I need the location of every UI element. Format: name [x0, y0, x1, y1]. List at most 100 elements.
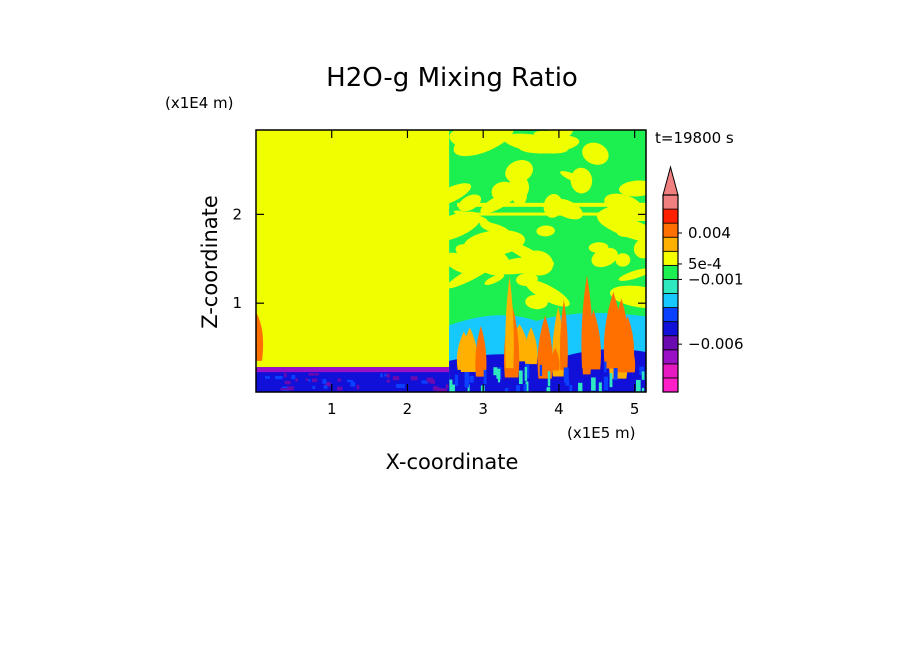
region-upper-left	[256, 130, 450, 392]
field-streak	[515, 272, 538, 286]
field-fleck	[641, 371, 645, 380]
band-purple	[256, 367, 450, 373]
chart-title: H2O-g Mixing Ratio	[326, 63, 578, 93]
field-plume	[582, 350, 591, 375]
colorbar-level	[662, 236, 679, 252]
field-streak	[609, 285, 646, 309]
field-texture	[347, 379, 354, 383]
field-fleck	[598, 382, 602, 392]
field-streak	[524, 279, 570, 307]
field-texture	[312, 373, 319, 376]
field-texture	[445, 384, 449, 389]
x-tick-label: 5	[630, 400, 640, 418]
field-fleck	[525, 363, 530, 379]
field-plume	[559, 299, 568, 370]
field-fleck	[523, 384, 527, 392]
x-tick-label: 2	[403, 400, 413, 418]
field-texture	[280, 388, 287, 391]
field-fleck	[604, 361, 607, 373]
colorbar-level	[662, 335, 679, 351]
field-fleck	[449, 379, 453, 392]
field-texture	[386, 379, 391, 383]
field-plume	[505, 276, 514, 369]
x-tick-label: 3	[478, 400, 488, 418]
field-texture	[286, 386, 294, 391]
field-fleck	[464, 371, 470, 388]
field-fleck	[524, 366, 528, 381]
mixing-ratio-field	[256, 130, 646, 392]
field-fleck	[467, 384, 470, 392]
field-fleck	[563, 367, 569, 383]
colorbar-level	[662, 194, 679, 210]
field-streak	[498, 256, 555, 274]
field-texture	[426, 377, 434, 383]
field-streak	[560, 171, 590, 186]
field-texture	[311, 378, 318, 383]
field-fleck	[641, 387, 645, 392]
field-streak	[618, 180, 646, 197]
field-texture	[308, 378, 311, 382]
field-texture	[384, 373, 387, 377]
band-z2-lower	[457, 212, 646, 216]
field-streak	[484, 274, 505, 285]
field-streak	[633, 238, 646, 259]
field-streak	[597, 213, 646, 243]
x-axis-label: X-coordinate	[386, 450, 519, 474]
field-streak	[453, 246, 498, 274]
y-axis-label: Z-coordinate	[198, 195, 222, 329]
field-streak	[505, 160, 534, 183]
field-plume	[524, 327, 538, 365]
field-fleck	[603, 376, 609, 391]
colorbar-label: 5e-4	[688, 255, 722, 273]
field-plume	[612, 298, 630, 373]
field-texture	[380, 373, 383, 378]
field-plume	[456, 331, 471, 370]
patch-left-edge	[256, 312, 264, 361]
field-texture	[386, 373, 390, 378]
field-fleck	[539, 364, 543, 376]
field-fleck	[454, 374, 459, 387]
field-streak	[616, 227, 634, 237]
field-texture	[323, 385, 328, 389]
field-fleck	[525, 381, 529, 392]
colorbar-level	[662, 279, 679, 294]
field-plume	[585, 309, 601, 370]
colorbar-level	[662, 307, 679, 323]
field-fleck	[636, 379, 641, 392]
field-texture	[396, 384, 404, 388]
colorbar-arrow	[662, 165, 679, 196]
field-fleck	[591, 377, 596, 391]
field-texture	[322, 379, 327, 384]
field-streak	[429, 183, 472, 207]
field-fleck	[451, 384, 455, 392]
field-texture	[291, 375, 296, 380]
colorbar-level	[662, 349, 679, 365]
field-fleck	[493, 367, 498, 376]
field-texture	[295, 378, 299, 382]
band-z2	[457, 202, 646, 207]
field-fleck	[547, 371, 551, 387]
y-tick-label: 1	[232, 294, 242, 312]
x-tick-label: 4	[554, 400, 564, 418]
colorbar-level	[662, 321, 679, 337]
field-texture	[275, 375, 283, 380]
field-texture	[435, 387, 443, 392]
field-texture	[356, 384, 360, 390]
field-fleck	[613, 368, 618, 381]
colorbar-label: −0.006	[688, 335, 744, 353]
field-fleck	[578, 382, 583, 392]
colorbar-level	[662, 222, 679, 238]
field-fleck	[469, 375, 474, 383]
colorbar-level	[662, 250, 679, 266]
field-streak	[475, 217, 502, 233]
field-texture	[264, 376, 270, 379]
field-streak	[508, 175, 530, 200]
field-fleck	[504, 387, 509, 392]
field-fleck	[518, 370, 523, 384]
field-texture	[432, 386, 440, 391]
field-texture	[324, 381, 331, 387]
colorbar-level	[662, 264, 679, 280]
colorbar-label: −0.001	[688, 270, 744, 288]
colorbar: 0.004 5e-4−0.001 −0.006	[662, 165, 744, 393]
